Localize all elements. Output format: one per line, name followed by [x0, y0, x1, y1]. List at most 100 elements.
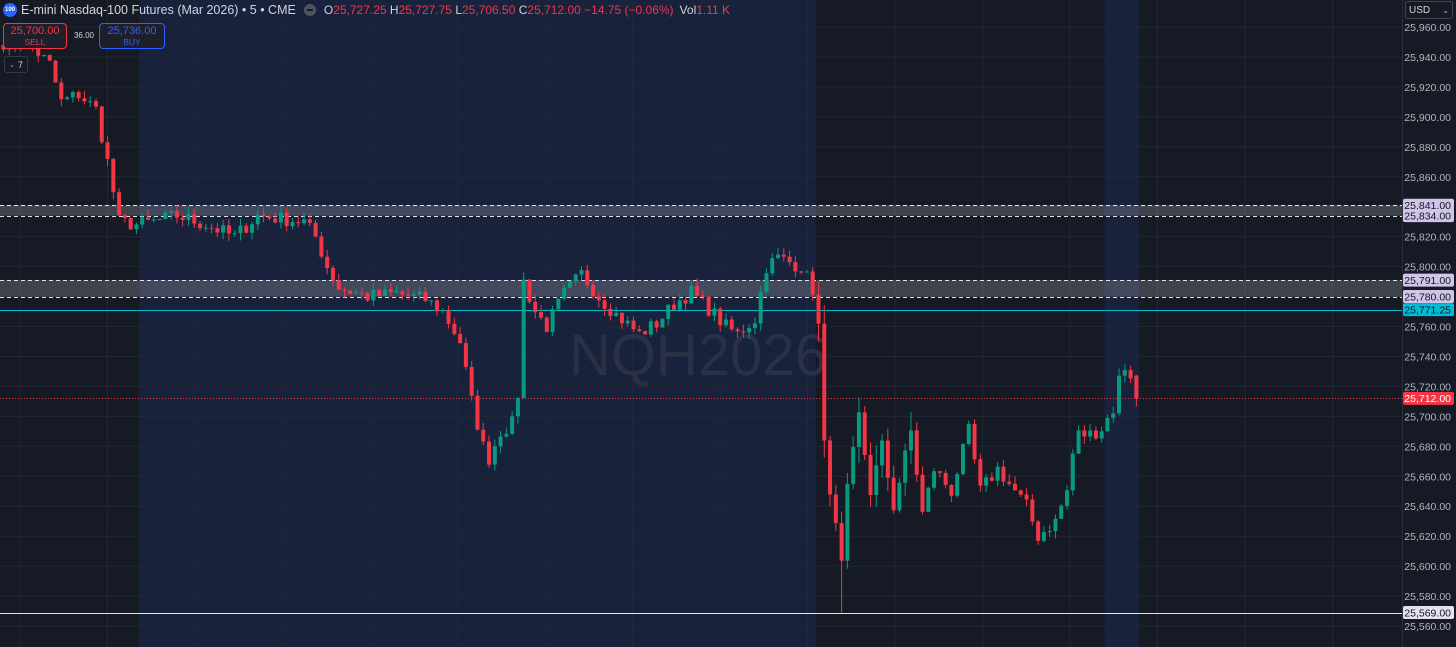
price-tick-label-20: 25,560.00	[1404, 621, 1451, 633]
candle-body-171	[989, 477, 994, 481]
candle-body-167	[966, 423, 971, 445]
candle-body-195	[1128, 370, 1133, 379]
candle-body-40	[232, 233, 237, 235]
candle-body-98	[567, 281, 572, 288]
candle-body-72	[417, 291, 422, 295]
candle-body-34	[198, 223, 203, 229]
volume-readout: Vol1.11 K	[680, 3, 731, 17]
level-price-label-5: 25,712.00	[1404, 393, 1451, 405]
candle-body-137	[793, 262, 798, 272]
candle-body-156	[903, 450, 908, 483]
candle-body-89	[515, 398, 520, 417]
candle-body-149	[862, 412, 867, 455]
indicators-collapse-button[interactable]: ⌄ 7	[4, 56, 28, 73]
candle-body-39	[226, 225, 231, 234]
candle-body-148	[856, 412, 861, 447]
candle-body-183	[1059, 505, 1064, 519]
candle-body-30	[174, 211, 179, 218]
candle-body-67	[388, 289, 393, 293]
open-value: 25,727.25	[333, 3, 387, 17]
level-price-tag-1	[1403, 209, 1454, 223]
change-value: −14.75 (−0.06%)	[584, 3, 674, 17]
candle-body-81	[469, 367, 474, 396]
candle-body-95	[550, 309, 555, 332]
candle-body-78	[452, 323, 457, 335]
candle-body-32	[186, 214, 191, 220]
candle-body-19	[111, 159, 116, 193]
candle-body-63	[365, 293, 370, 301]
price-tick-label-10: 25,760.00	[1404, 322, 1451, 334]
grid-layer	[0, 0, 1402, 647]
level-price-label-6: 25,569.00	[1404, 607, 1451, 619]
price-tick-label-0: 25,960.00	[1404, 22, 1451, 34]
candle-body-28	[163, 212, 168, 220]
level-price-label-1: 25,834.00	[1404, 210, 1451, 222]
sell-button[interactable]: 25,700.00 SELL	[3, 23, 67, 49]
candle-body-144	[833, 494, 838, 523]
candle-body-54	[313, 222, 318, 237]
chevron-down-icon: ⌄	[1442, 5, 1449, 15]
low-value: 25,706.50	[462, 3, 516, 17]
candle-body-140	[810, 271, 815, 295]
candle-body-147	[851, 446, 856, 484]
candle-body-179	[1036, 521, 1041, 541]
price-tick-label-4: 25,880.00	[1404, 142, 1451, 154]
currency-selector[interactable]: USD ⌄	[1405, 1, 1453, 19]
price-tick-label-8: 25,800.00	[1404, 262, 1451, 274]
chevron-down-icon: ⌄	[9, 61, 15, 69]
candle-body-31	[180, 217, 185, 220]
candle-body-15	[88, 101, 93, 103]
price-tick-label-17: 25,620.00	[1404, 531, 1451, 543]
candle-body-49	[284, 212, 289, 227]
candle-body-175	[1013, 483, 1017, 491]
level-zone-0	[0, 205, 1402, 216]
candle-body-59	[342, 289, 347, 291]
price-tick-label-7: 25,820.00	[1404, 232, 1451, 244]
candle-body-134	[776, 254, 781, 259]
candle-body-125	[724, 319, 728, 326]
candle-body-110	[637, 329, 642, 332]
candle-body-55	[319, 236, 324, 257]
candle-body-181	[1047, 531, 1052, 533]
level-price-label-3: 25,780.00	[1404, 291, 1451, 303]
candle-body-46	[267, 216, 272, 219]
candle-body-71	[411, 294, 416, 296]
candle-body-107	[619, 312, 624, 324]
candle-body-141	[816, 294, 821, 324]
price-tick-label-16: 25,640.00	[1404, 501, 1451, 513]
ohlc-values: O25,727.25 H25,727.75 L25,706.50 C25,712…	[324, 3, 674, 17]
candle-body-182	[1053, 518, 1058, 532]
symbol-title[interactable]: E-mini Nasdaq-100 Futures (Mar 2026) • 5…	[21, 3, 296, 17]
candle-body-152	[880, 440, 885, 466]
candle-body-164	[949, 484, 954, 496]
candle-body-186	[1076, 430, 1081, 454]
candle-body-143	[828, 440, 833, 495]
candle-body-174	[1007, 481, 1012, 484]
candle-body-101	[585, 270, 590, 285]
candle-body-178	[1030, 499, 1035, 522]
candle-body-60	[348, 290, 353, 294]
chart-header: 100 E-mini Nasdaq-100 Futures (Mar 2026)…	[0, 0, 730, 20]
candle-body-6	[36, 47, 41, 56]
candle-body-93	[539, 312, 544, 318]
candle-body-196	[1134, 375, 1139, 399]
candle-body-120	[695, 285, 700, 296]
candle-body-85	[492, 446, 497, 465]
level-zone-1	[0, 280, 1402, 297]
price-tick-label-5: 25,860.00	[1404, 172, 1451, 184]
candle-body-102	[591, 284, 596, 297]
buy-button[interactable]: 25,736.00 BUY	[99, 23, 165, 49]
candle-body-160	[926, 487, 931, 512]
minus-circle-icon[interactable]	[303, 4, 316, 16]
candle-body-191	[1105, 417, 1110, 432]
candle-body-145	[839, 522, 844, 561]
candle-body-27	[157, 219, 162, 221]
candle-body-96	[556, 298, 561, 310]
price-tick-label-2: 25,920.00	[1404, 82, 1451, 94]
candle-body-116	[671, 304, 676, 310]
candle-body-13	[76, 92, 81, 99]
candle-body-127	[735, 329, 740, 332]
price-axis[interactable]: 25,960.00 25,940.00 25,920.00 25,900.00 25,8…	[1402, 0, 1456, 647]
candle-body-172	[995, 466, 1000, 481]
